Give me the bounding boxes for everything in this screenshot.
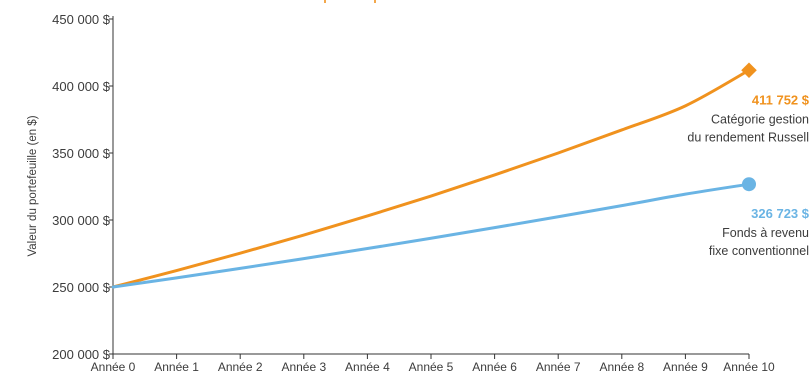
- y-tick-label: 400 000 $: [52, 79, 111, 94]
- y-tick-label: 350 000 $: [52, 146, 111, 161]
- axes: [112, 16, 749, 355]
- x-ticks: Année 0 Année 1 Année 2 Année 3 Année 4 Année…: [91, 354, 775, 374]
- x-tick-label: Année 6: [472, 360, 517, 374]
- x-tick-label: Année 1: [154, 360, 199, 374]
- series-line-2: [111, 182, 751, 289]
- series-name-line: Catégorie gestion: [711, 112, 809, 126]
- y-tick-label: 250 000 $: [52, 280, 111, 295]
- x-tick-label: Année 2: [218, 360, 263, 374]
- y-tick-label: 300 000 $: [52, 213, 111, 228]
- series-end-marker-diamond: [741, 62, 757, 79]
- series-end-value: 326 723 $: [751, 206, 810, 221]
- y-tick-label: 200 000 $: [52, 347, 111, 362]
- x-tick-label: Année 9: [663, 360, 708, 374]
- y-tick-label: 450 000 $: [52, 12, 111, 27]
- x-tick-label: Année 3: [281, 360, 326, 374]
- series-name-line: Fonds à revenu: [722, 226, 809, 240]
- x-tick-label: Année 4: [345, 360, 390, 374]
- y-axis-label: Valeur du portefeuille (en $): [27, 115, 39, 256]
- series-lines: [111, 62, 757, 289]
- y-ticks: 200 000 $ 250 000 $ 300 000 $ 350 000 $ 400 …: [52, 12, 113, 362]
- series-line-1: [111, 68, 751, 289]
- series-name-line: fixe conventionnel: [709, 244, 809, 258]
- x-tick-label: Année 8: [599, 360, 644, 374]
- end-labels: 411 752 $ Catégorie gestion du rendement R…: [687, 92, 809, 258]
- x-tick-label: Année 7: [536, 360, 581, 374]
- series-name-line: du rendement Russell: [687, 130, 809, 144]
- series-end-marker-circle: [742, 177, 756, 192]
- x-tick-label: Année 5: [409, 360, 454, 374]
- cut-title-fragment: [324, 0, 376, 3]
- x-tick-label: Année 0: [91, 360, 136, 374]
- x-tick-label: Année 10: [723, 360, 775, 374]
- series-end-value: 411 752 $: [752, 92, 810, 107]
